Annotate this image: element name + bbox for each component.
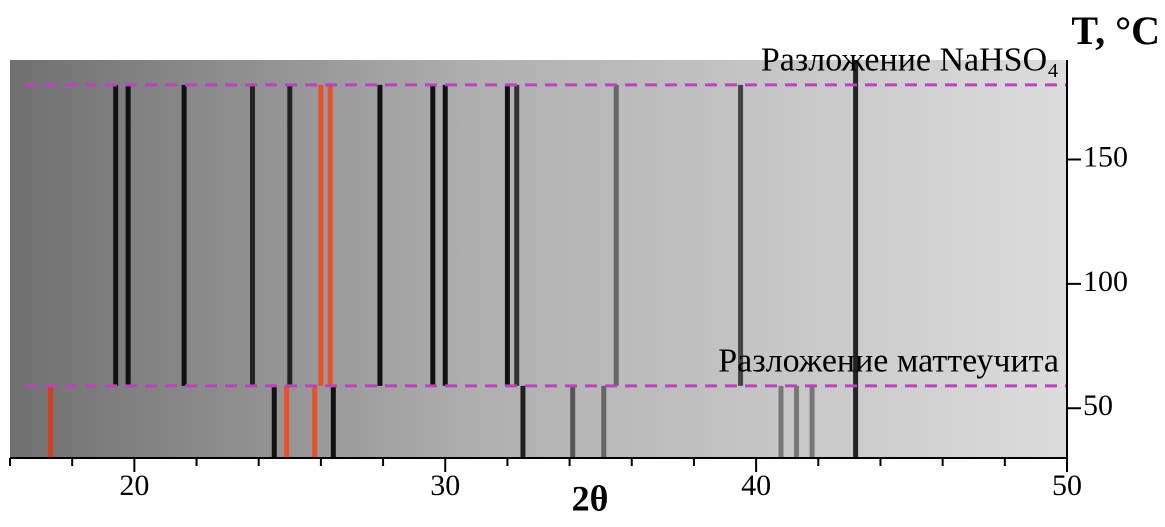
y-tick-label: 50 [1083,389,1113,422]
diffraction-line [430,84,436,386]
diffraction-line [570,385,576,458]
diffraction-line [853,60,859,458]
diffraction-line [271,385,277,458]
x-tick-label: 50 [1052,469,1082,502]
diffraction-line [318,84,324,386]
x-tick-label: 40 [741,469,771,502]
diffraction-line [738,84,744,386]
diffraction-line [504,84,510,386]
annotation: Разложение NaHSO₄ [761,42,1059,79]
plot-background [10,60,1067,458]
diffraction-line [377,84,383,386]
diffraction-line [249,84,255,386]
diffraction-line [312,385,318,458]
y-tick-label: 100 [1083,265,1128,298]
diffraction-line [330,385,336,458]
diffraction-line [613,84,619,386]
diffraction-line [113,84,119,386]
y-tick-label: 150 [1083,140,1128,173]
diffraction-line [778,385,784,458]
diffraction-line [794,385,800,458]
diffraction-line [284,385,290,458]
diffraction-line [601,385,607,458]
x-tick-label: 20 [119,469,149,502]
diffraction-line [520,385,526,458]
diffraction-line [442,84,448,386]
diffraction-line [125,84,131,386]
y-axis-label: T, °C [1071,8,1160,53]
diffraction-line [514,84,520,386]
x-tick-label: 30 [430,469,460,502]
diffraction-line [181,84,187,386]
diffraction-line [47,385,53,458]
x-axis-label: 2θ [572,478,609,518]
diffraction-line [287,84,293,386]
diffraction-line [327,84,333,386]
annotation: Разложение маттеучита [718,343,1059,380]
diffraction-line [809,385,815,458]
